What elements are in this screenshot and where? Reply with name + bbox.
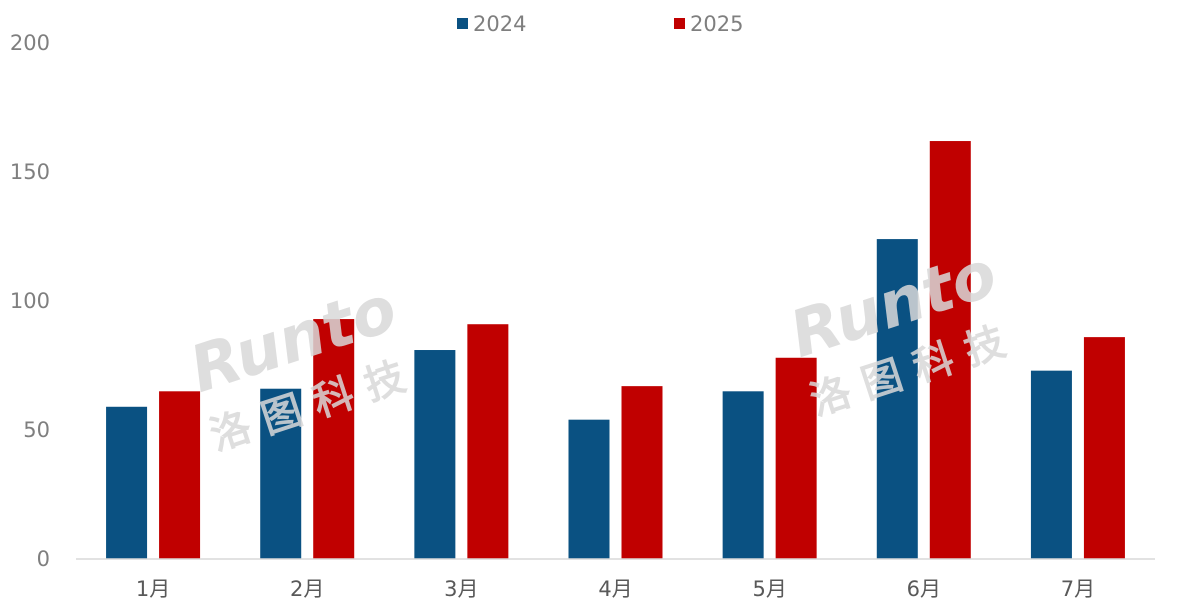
x-tick-label: 2月 [290,577,324,601]
y-axis: 0 50 100 150 200 [10,31,50,571]
legend: 2024 2025 [457,12,743,36]
y-tick-label: 200 [10,31,50,55]
x-tick-label: 4月 [598,577,632,601]
bar-2024-3 [414,350,456,559]
legend-label-2025: 2025 [690,12,743,36]
bar-2024-5 [722,391,764,559]
bar-2025-3 [467,324,509,559]
y-tick-label: 150 [10,160,50,184]
x-tick-label: 5月 [752,577,786,601]
x-tick-label: 1月 [136,577,170,601]
bars [106,141,1125,560]
legend-swatch-2025 [674,18,685,29]
bar-2025-5 [775,357,817,559]
x-axis: 1月 2月 3月 4月 5月 6月 7月 [136,577,1095,601]
bar-2024-7 [1030,370,1072,559]
bar-2024-2 [260,388,302,559]
y-tick-label: 100 [10,289,50,313]
bar-2024-1 [106,406,148,559]
legend-label-2024: 2024 [473,12,526,36]
bar-2024-6 [876,239,918,559]
y-tick-label: 0 [37,547,50,571]
x-tick-label: 3月 [444,577,478,601]
x-tick-label: 7月 [1061,577,1095,601]
y-tick-label: 50 [23,418,50,442]
bar-2024-4 [568,419,610,559]
bar-2025-4 [621,386,663,559]
bar-2025-1 [159,391,201,559]
legend-swatch-2024 [457,18,468,29]
bar-2025-6 [929,141,971,560]
bar-2025-7 [1083,337,1125,559]
x-tick-label: 6月 [907,577,941,601]
bar-2025-2 [313,319,355,559]
